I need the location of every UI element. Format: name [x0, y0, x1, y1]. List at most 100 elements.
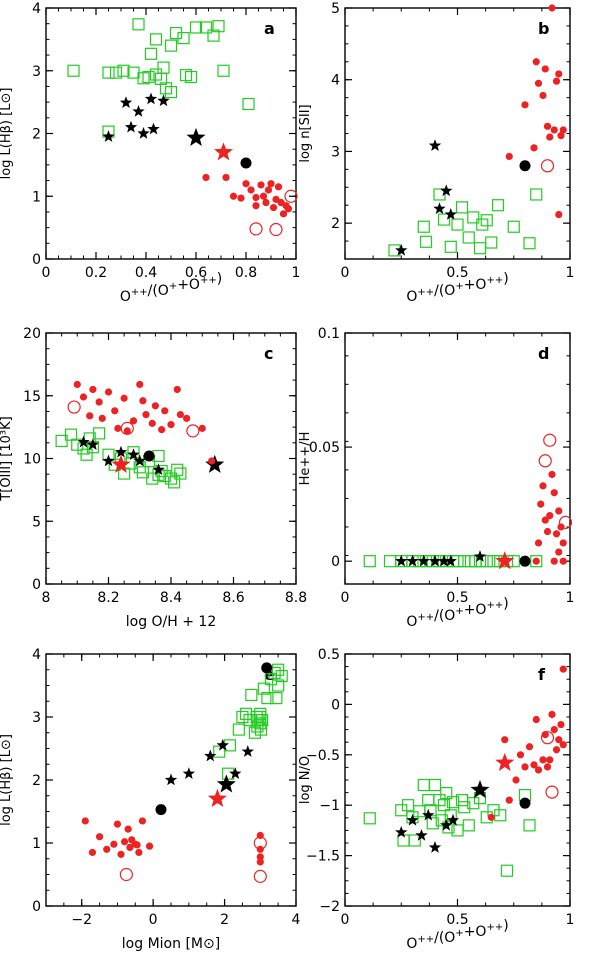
data-point: [507, 220, 520, 233]
data-point: [89, 385, 97, 394]
data-point: [114, 424, 122, 432]
data-point: [205, 454, 225, 473]
data-point: [104, 388, 113, 396]
data-point: [254, 707, 267, 720]
data-point: [204, 749, 217, 762]
data-point: [539, 91, 547, 100]
data-point: [363, 555, 376, 568]
data-point: [363, 812, 376, 825]
data-point: [144, 92, 158, 105]
data-point: [458, 555, 471, 568]
data-point: [530, 188, 543, 201]
data-point: [103, 845, 111, 853]
data-point: [256, 858, 264, 866]
data-point: [138, 817, 147, 825]
x-tick-label: 0: [341, 265, 350, 281]
data-point: [216, 738, 229, 751]
y-tick-label: 0.1: [318, 326, 340, 342]
data-point: [446, 813, 460, 826]
plot-frame: [344, 7, 571, 260]
data-point: [552, 746, 561, 754]
data-point: [473, 550, 487, 562]
panel-b: 0 0.5 1 2 3 4 5 b O++/(O++O++) log n[SII]: [298, 1, 574, 305]
data-point: [532, 557, 540, 565]
data-point: [109, 66, 123, 79]
data-point: [249, 222, 263, 236]
y-tick-label: 0: [32, 899, 41, 915]
x-tick-label: 0: [341, 912, 350, 928]
data-point: [247, 186, 255, 194]
data-point: [272, 663, 285, 676]
data-point: [252, 202, 260, 210]
data-point: [229, 767, 242, 779]
data-point: [546, 133, 554, 141]
data-point: [113, 820, 122, 828]
data-point: [127, 66, 140, 79]
x-axis-label: log O/H + 12: [126, 614, 217, 630]
data-point: [67, 64, 80, 77]
data-point: [117, 64, 130, 77]
data-point: [120, 394, 128, 402]
data-point: [202, 173, 210, 182]
data-point: [171, 463, 184, 476]
data-point: [548, 4, 556, 12]
data-point: [137, 127, 150, 139]
x-tick-label: 0: [42, 265, 51, 281]
data-point: [552, 530, 561, 538]
y-tick-label: 4: [331, 73, 340, 89]
data-point: [102, 66, 115, 79]
data-point: [144, 47, 158, 60]
y-axis-label: log n[SII]: [298, 104, 313, 162]
data-point: [550, 126, 558, 134]
data-point: [86, 438, 100, 450]
x-tick-label: 0.8: [235, 265, 257, 281]
data-point: [284, 189, 298, 203]
data-point: [495, 551, 515, 570]
data-point: [95, 398, 103, 406]
data-point: [458, 801, 471, 814]
y-tick-label: 0.05: [309, 440, 340, 456]
y-tick-label: 2: [32, 773, 41, 789]
data-point: [189, 21, 203, 34]
data-point: [253, 869, 267, 883]
data-point: [540, 159, 555, 173]
data-point: [164, 773, 178, 786]
y-tick-label: −1.5: [306, 849, 340, 865]
data-point: [157, 61, 170, 74]
data-point: [132, 105, 145, 117]
data-point: [127, 446, 140, 459]
x-tick-label: 1: [566, 265, 575, 281]
data-point: [126, 843, 134, 852]
y-tick-label: 0.5: [318, 647, 340, 663]
x-tick-label: 0.5: [446, 912, 468, 928]
data-point: [177, 32, 190, 45]
data-point: [546, 756, 554, 764]
data-point: [216, 774, 236, 793]
data-point: [505, 152, 513, 161]
data-point: [149, 33, 163, 46]
data-point: [79, 393, 88, 401]
data-point: [444, 554, 457, 567]
data-point: [521, 101, 529, 109]
data-point: [545, 785, 559, 799]
y-tick-label: 0: [32, 577, 41, 593]
data-point: [242, 180, 250, 188]
data-point: [119, 96, 133, 109]
x-axis-label: O++/(O++O++): [406, 271, 508, 305]
data-point: [269, 203, 278, 212]
data-point: [253, 836, 267, 850]
x-tick-label: 0.5: [446, 265, 468, 281]
y-axis-label: log N/O: [298, 756, 313, 804]
data-point: [467, 211, 480, 224]
panel-c: 8 8.2 8.4 8.6 8.8 0 5 10 15 20 c log O/H + 12 T[OIII…: [0, 326, 307, 630]
data-point: [183, 414, 191, 422]
data-point: [269, 222, 283, 237]
data-point: [174, 467, 187, 480]
data-point: [480, 555, 493, 568]
data-point: [523, 819, 536, 832]
data-point: [164, 85, 178, 99]
x-tick-label: 0.6: [185, 265, 207, 281]
data-point: [541, 65, 549, 73]
data-point: [241, 745, 254, 757]
